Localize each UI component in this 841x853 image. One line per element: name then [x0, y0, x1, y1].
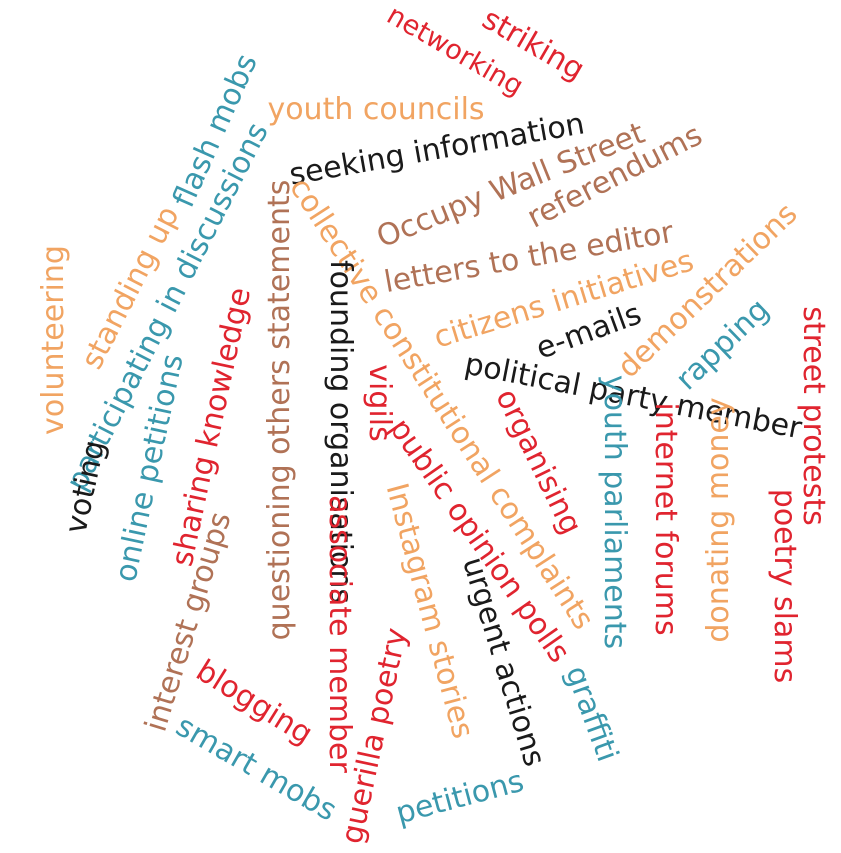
- word-smart-mobs: smart mobs: [169, 708, 343, 829]
- word-questioning-others-statements: questioning others statements: [262, 179, 297, 641]
- word-poetry-slams: poetry slams: [767, 488, 802, 684]
- word-graffiti: graffiti: [558, 661, 625, 767]
- word-internet-forums: internet forums: [648, 402, 683, 636]
- word-youth-parliaments: youth parliaments: [597, 374, 632, 650]
- word-voting: voting: [58, 437, 113, 537]
- word-associate-member: associate member: [322, 495, 357, 773]
- word-volunteering: volunteering: [36, 245, 71, 435]
- word-youth-councils: youth councils: [267, 92, 485, 127]
- word-donating-money: donating money: [701, 397, 736, 643]
- word-petitions: petitions: [392, 763, 528, 832]
